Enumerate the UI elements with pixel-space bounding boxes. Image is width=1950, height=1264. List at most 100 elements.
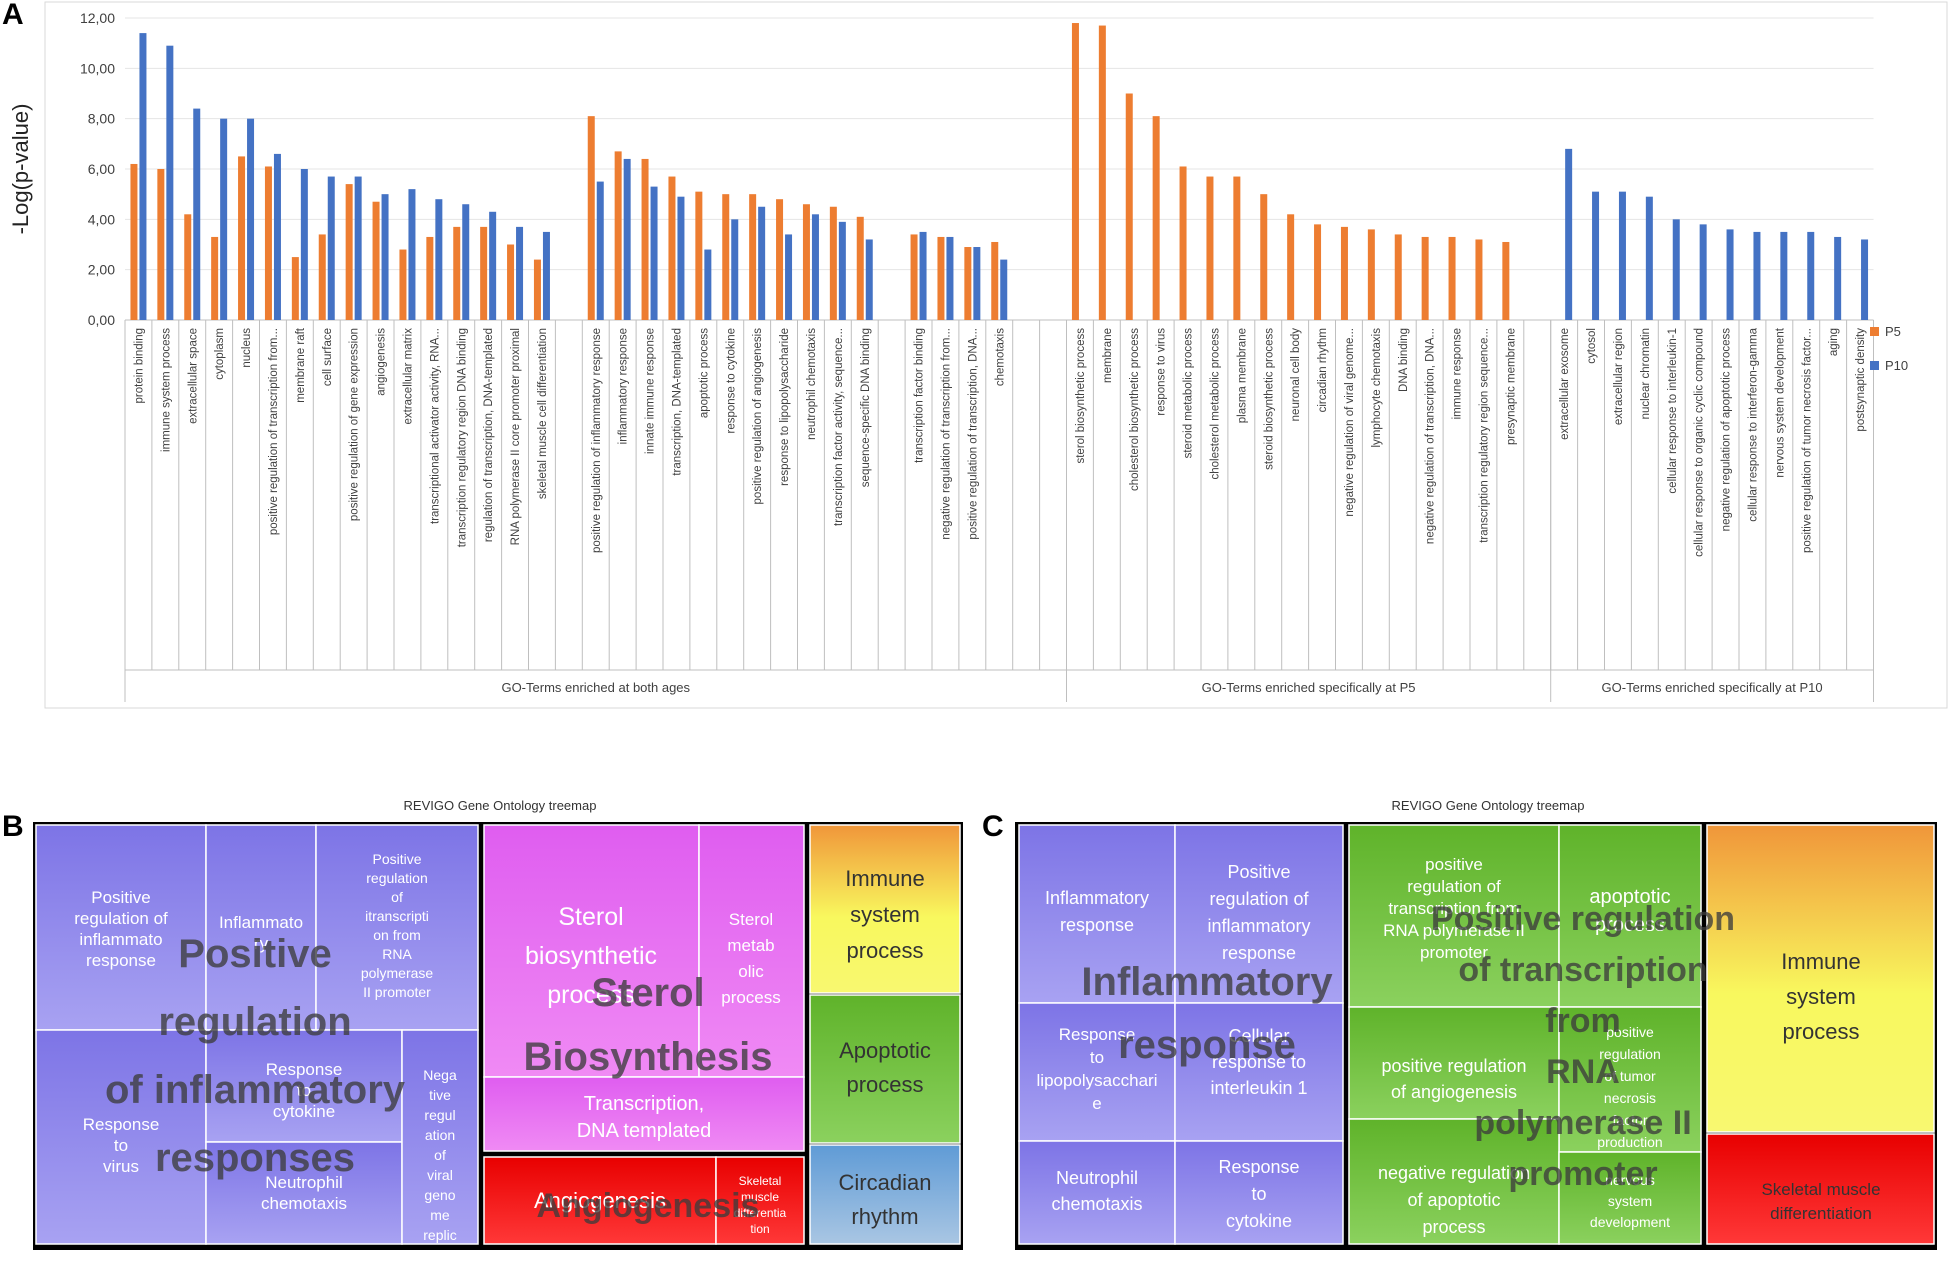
tile-label-line: process	[721, 988, 781, 1007]
tile-label-line: geno	[424, 1187, 455, 1203]
tile-label-line: Nega	[423, 1067, 457, 1083]
tile-label-line: differentiation	[1770, 1204, 1872, 1223]
tile-label-line: process	[547, 981, 635, 1009]
bar-p10	[1672, 219, 1680, 320]
x-tick-label: positive regulation of gene expression	[349, 328, 361, 521]
tile-label: positive regulation of tumor necrosis factor…	[1597, 1024, 1662, 1150]
x-tick-label: cellular response to organic cyclic comp…	[1694, 328, 1706, 557]
bar-p5	[1152, 116, 1160, 321]
bar-p10	[354, 176, 362, 320]
x-tick-label: RNA polymerase II core promoter proximal	[510, 328, 522, 545]
tile-label-line: Inflammato	[219, 913, 303, 932]
tile-label-line: chemotaxis	[261, 1194, 347, 1213]
tile-label-line: Immune	[845, 866, 924, 891]
x-tick-label: chemotaxis	[994, 328, 1006, 386]
tile-label: Response to lipopolysacchari e	[1037, 1025, 1158, 1113]
tile-label-line: olic	[738, 962, 764, 981]
tile-label-line: Sterol	[729, 910, 773, 929]
bar-p5	[1421, 236, 1429, 320]
x-tick-label: transcription, DNA-templated	[671, 328, 683, 476]
tile-label: Transcription, DNA templated	[577, 1093, 712, 1142]
tile-label-line: Response	[1218, 1157, 1299, 1177]
tile-label-line: virus	[103, 1157, 139, 1176]
tile-label-line: viral	[427, 1167, 453, 1183]
treemap-title: REVIGO Gene Ontology treemap	[404, 798, 597, 813]
bar-p10	[1000, 259, 1008, 320]
bar-p5	[1394, 234, 1402, 320]
supergroup-label: Inflammatory response	[1081, 960, 1333, 1067]
tile-label-line: to	[297, 1081, 311, 1100]
tile-label-line: of	[434, 1147, 446, 1163]
x-tick-label: extracellular space	[187, 328, 199, 424]
tile-label-line: regulation of	[1209, 889, 1309, 909]
treemap-title: REVIGO Gene Ontology treemap	[1392, 798, 1585, 813]
tile-label-line: polymerase	[361, 965, 434, 981]
tile-label: Inflammatory response	[1045, 888, 1149, 935]
tile-pos-reg-tnf	[1558, 1006, 1702, 1153]
supergroup-label-line: Biosynthesis	[524, 1035, 773, 1079]
group-label: GO-Terms enriched specifically at P10	[1602, 680, 1823, 695]
tile-label-line: production	[1597, 1134, 1662, 1150]
bar-p10	[193, 108, 201, 320]
tile-label-line: Response	[83, 1115, 160, 1134]
x-tick-label: cytosol	[1586, 328, 1598, 364]
tile-response-virus	[35, 1029, 207, 1245]
tile-label-line: Apoptotic	[839, 1038, 931, 1063]
bar-p10	[1645, 196, 1653, 320]
tile-label-line: of apoptotic	[1407, 1190, 1500, 1210]
x-tick-label: circadian rhythm	[1317, 328, 1329, 412]
tile-label-line: II promoter	[363, 984, 431, 1000]
bar-p10	[489, 211, 497, 320]
bar-p10	[919, 231, 927, 320]
x-tick-label: DNA binding	[1398, 328, 1410, 392]
tile-immune-system	[1706, 824, 1935, 1133]
tile-label-line: on from	[373, 927, 420, 943]
tile-circadian	[809, 1144, 961, 1245]
bar-p10	[1726, 229, 1734, 320]
tile-label-line: tion	[750, 1222, 769, 1236]
bar-p5	[802, 204, 810, 320]
tile-label-line: process	[1782, 1019, 1859, 1044]
x-tick-label: negative regulation of transcription, DN…	[1425, 328, 1437, 544]
tile-response-cytokine	[1174, 1140, 1344, 1245]
tile-label-line: me	[430, 1207, 450, 1223]
x-tick-label: steroid biosynthetic process	[1263, 328, 1275, 470]
bar-p5	[964, 247, 972, 320]
supergroup-label-line: responses	[155, 1136, 355, 1180]
bar-p5	[829, 206, 837, 320]
tile-label-line: factor	[1612, 1112, 1647, 1128]
x-tick-label: aging	[1828, 328, 1840, 356]
x-tick-label: sterol biosynthetic process	[1075, 328, 1087, 464]
bar-p10	[247, 118, 255, 321]
x-tick-label: positive regulation of tumor necrosis fa…	[1801, 328, 1813, 553]
tile-label: Immune system process	[1781, 949, 1860, 1044]
bar-p5	[1125, 93, 1133, 320]
tile-label-line: Skeletal	[739, 1174, 782, 1188]
tile-neutrophil	[1018, 1140, 1176, 1245]
tile-label-line: of	[391, 889, 403, 905]
tile-apoptotic	[809, 994, 961, 1144]
bar-p10	[731, 219, 739, 320]
x-tick-label: neutrophil chemotaxis	[806, 328, 818, 440]
bar-p5	[453, 226, 461, 320]
tile-label: positive regulation of angiogenesis	[1381, 1056, 1526, 1102]
tile-label-line: RNA polymerase II	[1383, 921, 1525, 940]
supergroup-label-line: regulation	[158, 1000, 351, 1044]
bar-p10	[516, 226, 524, 320]
legend-swatch-p10	[1870, 361, 1879, 370]
tile-label-line: regulation of	[1407, 877, 1501, 896]
bar-p5	[157, 169, 165, 320]
bar-p5	[1098, 25, 1106, 321]
y-tick-label: 2,00	[88, 262, 115, 278]
tile-label-line: Transcription,	[584, 1093, 704, 1115]
tile-label-line: response	[1060, 915, 1134, 935]
x-tick-label: skeletal muscle cell differentiation	[537, 328, 549, 499]
tile-label-line: e	[1092, 1094, 1101, 1113]
x-tick-label: cholesterol metabolic process	[1209, 328, 1221, 480]
tile-label: nervous system development	[1590, 1172, 1670, 1230]
tile-sterol-biosynthetic	[483, 824, 700, 1078]
tile-label: Response to cytokine	[266, 1060, 343, 1121]
tile-label-line: to	[1090, 1048, 1104, 1067]
bar-p10	[542, 231, 550, 320]
bar-p10	[838, 221, 846, 320]
